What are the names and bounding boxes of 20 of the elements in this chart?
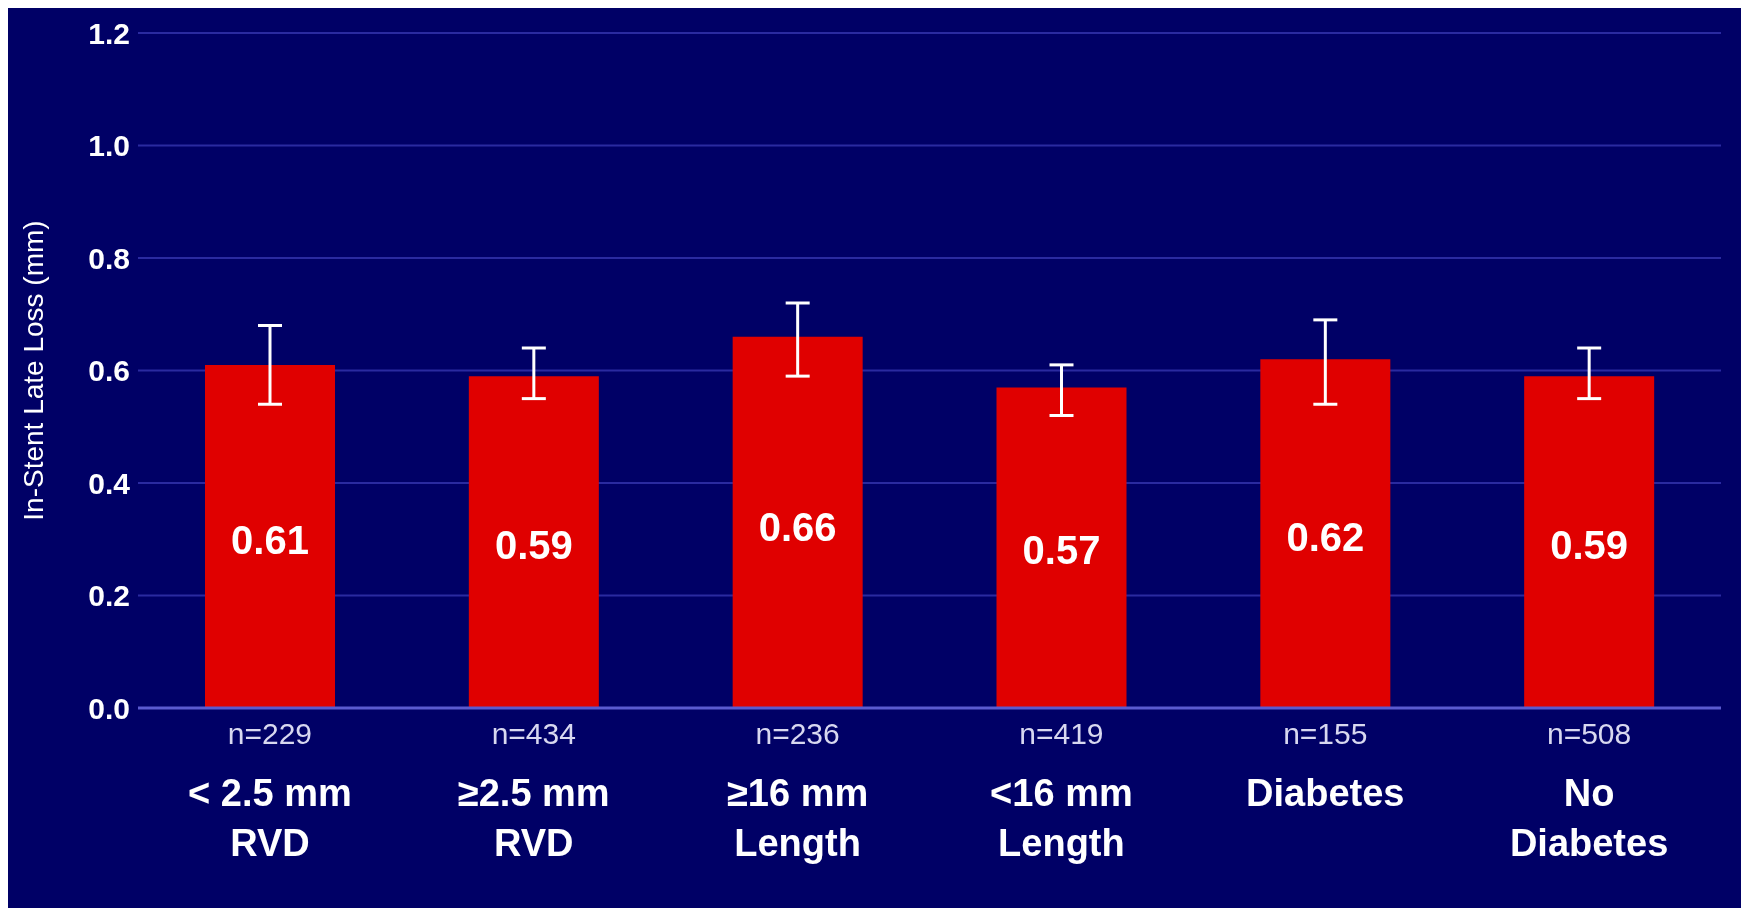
x-tick-label: n=155 Diabetes xyxy=(1246,717,1405,814)
x-tick-label: n=419 <16 mm Length xyxy=(990,717,1133,864)
data-label: 0.59 xyxy=(494,522,573,567)
y-axis-title: In-Stent Late Loss (mm) xyxy=(17,220,49,521)
y-tick-label: 1.0 xyxy=(88,129,130,163)
data-label: 0.66 xyxy=(758,504,837,549)
y-tick-label: 0.4 xyxy=(88,466,131,500)
data-label: 0.59 xyxy=(1550,522,1629,567)
x-tick-label: n=508 No Diabetes xyxy=(1509,717,1669,864)
y-tick-label: 0.6 xyxy=(88,354,130,388)
y-tick-label: 0.0 xyxy=(88,691,130,725)
y-tick-label: 0.8 xyxy=(88,241,130,275)
data-label: 0.61 xyxy=(231,517,309,562)
data-label: 0.57 xyxy=(1022,527,1101,572)
data-label: 0.62 xyxy=(1286,515,1365,560)
x-tick-label: n=434 ≥2.5 mm RVD xyxy=(457,717,610,864)
x-tick-label: n=229 < 2.5 mm RVD xyxy=(188,717,352,864)
y-tick-label: 0.2 xyxy=(88,579,130,613)
y-tick-label: 1.2 xyxy=(88,16,130,50)
x-tick-label: n=236 ≥16 mm Length xyxy=(726,717,869,864)
